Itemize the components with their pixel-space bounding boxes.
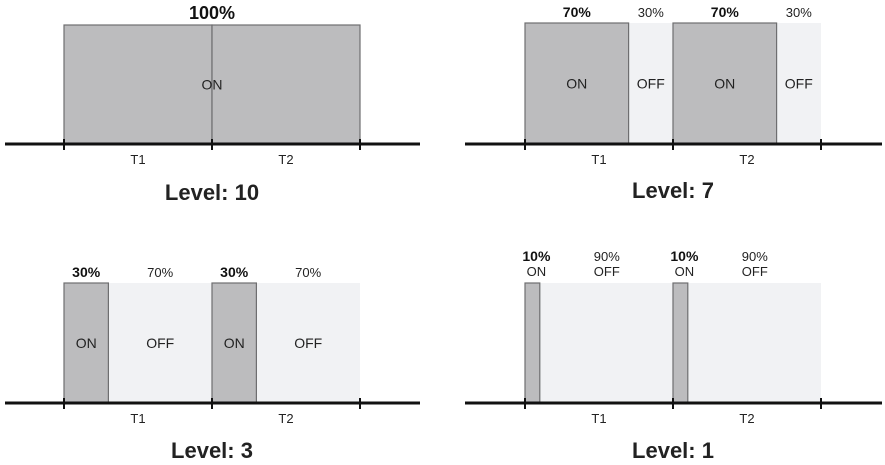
on-percent: 30% [220, 264, 249, 280]
on-percent: 10% [670, 248, 699, 264]
off-percent: 90% [594, 249, 620, 264]
on-percent: 30% [72, 264, 101, 280]
period-label-t2: T2 [278, 152, 293, 167]
on-label: ON [675, 264, 695, 279]
on-label: ON [566, 76, 587, 92]
period-label-t2: T2 [278, 411, 293, 426]
period-label-t1: T1 [130, 152, 145, 167]
on-segment [211, 24, 361, 145]
period-label-t2: T2 [739, 152, 754, 167]
off-percent: 30% [638, 5, 664, 20]
off-percent: 90% [742, 249, 768, 264]
on-segment [672, 282, 689, 404]
off-label: OFF [594, 264, 620, 279]
on-segment [524, 282, 541, 404]
on-percent: 70% [711, 4, 740, 20]
off-label: OFF [637, 76, 665, 92]
off-segment [108, 283, 212, 403]
level-caption: Level: 7 [632, 178, 714, 203]
off-label: OFF [294, 335, 322, 351]
level-caption: Level: 1 [632, 438, 714, 463]
off-label: OFF [785, 76, 813, 92]
off-label: OFF [146, 335, 174, 351]
off-segment [776, 23, 821, 144]
level-caption: Level: 3 [171, 438, 253, 463]
off-segment [539, 283, 673, 403]
on-segment [672, 22, 778, 145]
period-label-t1: T1 [591, 152, 606, 167]
on-segment [63, 282, 110, 404]
on-label: ON [714, 76, 735, 92]
off-segment [687, 283, 821, 403]
on-percent: 10% [522, 248, 551, 264]
on-label: ON [76, 335, 97, 351]
period-label-t1: T1 [130, 411, 145, 426]
on-label: ON [527, 264, 547, 279]
on-label: ON [202, 77, 223, 93]
off-percent: 70% [147, 265, 173, 280]
on-percent: 100% [189, 3, 235, 23]
on-label: ON [224, 335, 245, 351]
on-segment [211, 282, 258, 404]
off-segment [628, 23, 673, 144]
on-segment [63, 24, 213, 145]
on-percent: 70% [563, 4, 592, 20]
off-segment [256, 283, 360, 403]
off-label: OFF [742, 264, 768, 279]
period-label-t1: T1 [591, 411, 606, 426]
period-label-t2: T2 [739, 411, 754, 426]
off-percent: 70% [295, 265, 321, 280]
off-percent: 30% [786, 5, 812, 20]
level-caption: Level: 10 [165, 180, 259, 205]
